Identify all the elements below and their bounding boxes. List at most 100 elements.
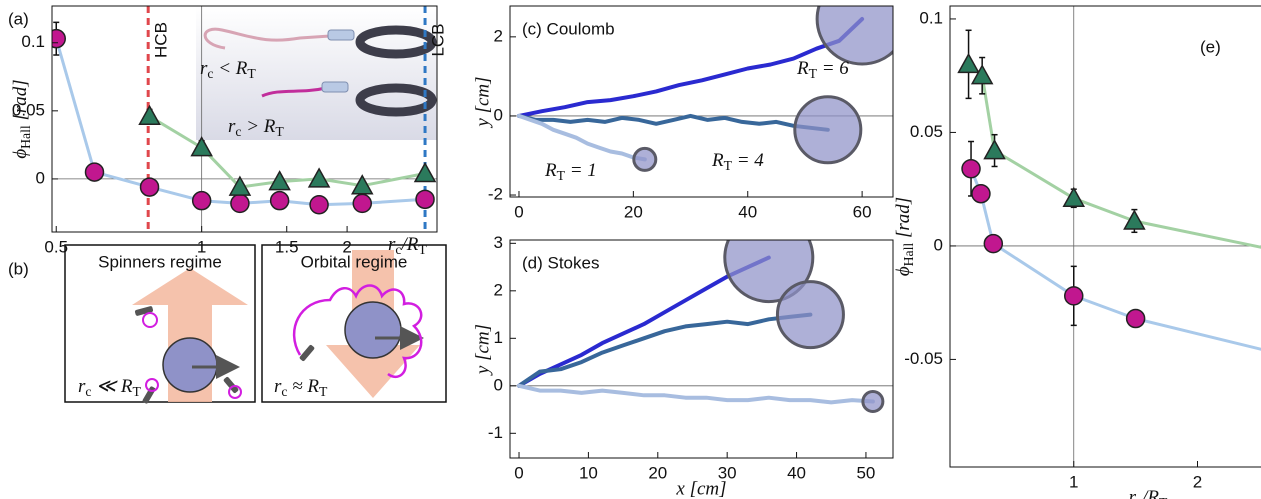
inset-illustration	[196, 6, 437, 140]
panel-b: (b) Spinners regime rc ≪ RT Orbital regi…	[8, 244, 447, 404]
marker	[230, 193, 250, 214]
marker	[191, 190, 212, 211]
y-tick-label: -0.05	[904, 349, 943, 368]
plot-frame	[509, 5, 894, 198]
y-tick-label: -1	[488, 423, 503, 442]
x-tick-label: 0	[514, 202, 523, 221]
plot-area	[52, 6, 437, 232]
x-tick-label: 1	[1069, 472, 1078, 491]
spinner	[223, 376, 239, 394]
marker	[413, 161, 437, 183]
chart-title: (c) Coulomb	[522, 19, 615, 38]
x-axis-title: rc/RT	[1129, 487, 1168, 499]
target-disk	[793, 95, 863, 165]
y-axis-title: y [cm]	[472, 76, 493, 128]
series-line	[517, 113, 830, 132]
lcb-label: LCB	[429, 23, 448, 56]
y-tick-label: 0	[494, 105, 503, 124]
y-tick-label: -2	[488, 185, 503, 204]
spinner	[299, 344, 315, 362]
x-tick-label: 0.5	[44, 237, 68, 256]
marker	[1064, 286, 1084, 306]
y-tick-label: 2	[494, 280, 503, 299]
x-tick-label: 0	[514, 463, 523, 482]
x-axis-title: rc/RT	[388, 234, 427, 257]
marker	[415, 189, 435, 210]
marker	[84, 162, 105, 182]
target	[344, 301, 402, 359]
x-tick-label: 20	[624, 202, 643, 221]
marker	[190, 136, 213, 157]
series-line	[517, 383, 875, 405]
orbit-path	[292, 284, 423, 379]
x-tick-label: 50	[856, 463, 875, 482]
y-axis-title: y [cm]	[472, 324, 493, 376]
panel-label: (b)	[8, 259, 29, 278]
series-line	[517, 113, 647, 162]
flow-arrow	[132, 268, 248, 402]
marker	[352, 193, 373, 214]
target-disk	[861, 389, 885, 413]
series-line	[517, 17, 865, 118]
target-disk	[723, 240, 815, 304]
y-tick-label: 1	[494, 328, 503, 347]
toothbrush	[327, 29, 355, 41]
marker	[983, 233, 1004, 254]
target	[162, 337, 218, 393]
spinner-path	[142, 312, 158, 328]
target-disk	[815, 6, 893, 66]
marker	[971, 183, 991, 204]
plot-area	[950, 6, 1261, 467]
marker	[139, 177, 160, 197]
x-tick-label: 2	[342, 237, 351, 256]
y-axis-title: ϕHall [rad]	[10, 79, 33, 158]
marker	[228, 175, 252, 196]
marker	[970, 64, 994, 85]
plot-frame	[509, 239, 894, 459]
brush-trail	[261, 86, 327, 98]
y-tick-label: 0.05	[910, 122, 943, 141]
x-tick-label: 20	[648, 463, 667, 482]
hcb-label: HCB	[152, 22, 171, 58]
marker	[268, 170, 291, 191]
series-label: RT = 4	[711, 150, 764, 173]
plot-area	[510, 6, 893, 172]
x-tick-label: 1.5	[275, 237, 299, 256]
box-title: Spinners regime	[98, 252, 222, 271]
x-tick-label: 30	[718, 463, 737, 482]
marker	[269, 190, 290, 211]
series-line	[517, 255, 771, 388]
series-line	[517, 312, 813, 388]
inset-label: rc < RT	[200, 58, 256, 81]
inset-label: rc > RT	[228, 116, 284, 139]
marker	[1123, 209, 1146, 230]
marker	[983, 139, 1006, 160]
panel-label: (e)	[1200, 37, 1221, 56]
y-tick-label: 3	[494, 233, 503, 252]
panel-label: (a)	[8, 9, 29, 28]
ring	[355, 25, 437, 59]
marker	[307, 167, 331, 188]
y-tick-label: 2	[494, 26, 503, 45]
x-tick-label: 10	[579, 463, 598, 482]
box-label: rc ≪ RT	[78, 376, 141, 399]
spinner-path	[228, 385, 242, 399]
x-tick-label: 60	[853, 202, 872, 221]
target-disk	[775, 280, 845, 350]
spinner-path	[145, 378, 159, 392]
marker	[1125, 308, 1146, 329]
x-axis-title: x [cm]	[675, 478, 726, 499]
y-tick-label: 0.1	[21, 32, 45, 51]
series-label: RT = 6	[796, 58, 849, 81]
y-tick-label: 0	[36, 168, 45, 187]
x-tick-label: 2	[1193, 472, 1202, 491]
marker	[961, 158, 981, 179]
marker	[350, 174, 374, 195]
marker	[1062, 186, 1086, 208]
brush-trail	[203, 27, 331, 50]
plot-area	[510, 240, 893, 413]
marker	[309, 195, 329, 215]
marker	[138, 104, 161, 126]
ring	[355, 83, 437, 117]
